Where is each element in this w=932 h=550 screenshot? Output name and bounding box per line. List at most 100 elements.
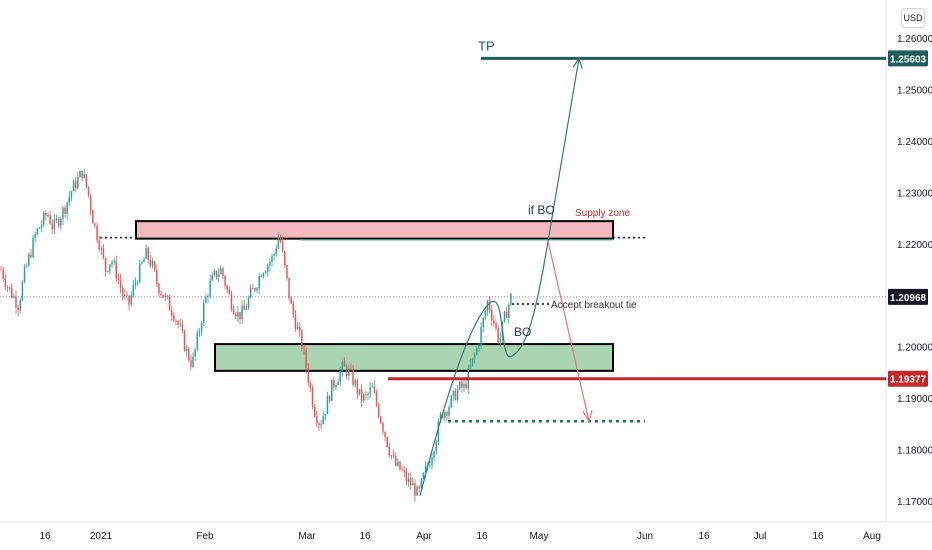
- candle-body: [77, 177, 79, 189]
- candle: [380, 415, 382, 425]
- candle-body: [450, 395, 452, 408]
- candle-body: [92, 210, 94, 224]
- price-tick-label: 1.22000: [897, 240, 932, 251]
- candle: [313, 403, 316, 418]
- candle-body: [298, 326, 301, 331]
- candle: [303, 344, 305, 355]
- candle-body: [173, 315, 175, 321]
- candle-body: [446, 411, 448, 416]
- candle: [188, 346, 190, 363]
- price-tag-bg: [888, 370, 928, 387]
- price-tag[interactable]: 1.19377: [888, 370, 928, 387]
- candle-body: [326, 396, 329, 415]
- candle: [435, 439, 438, 455]
- candle: [64, 205, 66, 218]
- candle: [324, 414, 327, 421]
- candle-body: [452, 390, 455, 396]
- candle: [2, 266, 4, 282]
- price-tag[interactable]: 1.25603: [888, 50, 928, 67]
- candle-body: [102, 248, 105, 258]
- candle: [192, 352, 194, 369]
- candle: [433, 450, 435, 462]
- candle: [377, 402, 380, 419]
- candle: [345, 364, 348, 380]
- candles-layer: [0, 169, 512, 502]
- tp-projection-line[interactable]: [547, 58, 580, 242]
- candle: [505, 306, 508, 319]
- candle: [247, 295, 250, 310]
- candle: [10, 283, 13, 299]
- supply-zone-box[interactable]: [135, 220, 614, 240]
- candle-body: [66, 202, 68, 215]
- currency-badge[interactable]: USD: [901, 8, 925, 28]
- price-tag[interactable]: 1.20968: [888, 288, 928, 305]
- candle: [348, 365, 350, 381]
- candle-body: [106, 271, 109, 272]
- bullish-projection-path[interactable]: [419, 241, 549, 497]
- candle-body: [348, 368, 350, 376]
- candle-body: [147, 247, 150, 260]
- candle: [177, 319, 179, 329]
- candle: [390, 454, 393, 460]
- candle-body: [311, 388, 314, 407]
- candle-body: [51, 223, 54, 230]
- demand-zone-box[interactable]: [214, 343, 614, 372]
- candle-body: [45, 212, 47, 216]
- candle: [488, 296, 491, 314]
- candle-body: [28, 254, 30, 266]
- candle-body: [345, 366, 348, 376]
- candle-body: [245, 308, 248, 310]
- candle: [431, 452, 433, 470]
- candle-body: [490, 309, 493, 321]
- candle-body: [166, 295, 169, 297]
- candle: [0, 266, 2, 271]
- candle-body: [55, 218, 58, 220]
- candle: [49, 210, 51, 225]
- candle-body: [53, 219, 56, 230]
- candle-body: [8, 287, 11, 289]
- candle-body: [343, 361, 346, 367]
- candle: [109, 264, 111, 275]
- candle-body: [318, 423, 320, 426]
- candle: [371, 382, 374, 388]
- candle: [83, 169, 86, 179]
- candle: [473, 352, 476, 364]
- candle-body: [480, 327, 482, 345]
- candle: [281, 237, 284, 253]
- candle-body: [38, 227, 41, 229]
- candle-body: [394, 456, 397, 466]
- candle: [185, 345, 188, 357]
- candle: [19, 297, 22, 314]
- price-axis[interactable]: 1.26000 1.25000 1.24000 1.23000 1.22000 1.200…: [888, 34, 932, 508]
- candle-body: [330, 379, 333, 401]
- candle: [25, 263, 28, 268]
- candle-body: [17, 307, 19, 311]
- candle-body: [266, 265, 269, 272]
- candle-body: [113, 261, 115, 263]
- candle: [94, 222, 96, 229]
- candle-body: [358, 389, 361, 394]
- candle-body: [416, 486, 418, 496]
- candle: [190, 354, 192, 371]
- candle: [497, 324, 499, 345]
- candle: [422, 472, 425, 480]
- candle: [301, 328, 303, 352]
- candle-body: [478, 344, 480, 349]
- candle: [81, 170, 83, 182]
- time-axis[interactable]: 16 2021 Feb Mar 16 Apr 16 May Jun 16 Jul 16 Aug: [39, 531, 880, 542]
- candle: [47, 212, 49, 218]
- time-tick-label: Jun: [637, 531, 653, 542]
- candle-body: [252, 287, 254, 289]
- candle: [4, 273, 7, 291]
- candle: [217, 267, 220, 283]
- candle: [226, 284, 228, 294]
- candle-body: [232, 309, 235, 315]
- time-tick-label: Jul: [754, 531, 767, 542]
- candle-body: [40, 224, 43, 228]
- bearish-projection-line[interactable]: [547, 241, 590, 422]
- candle-body: [96, 225, 98, 241]
- candle: [480, 322, 482, 350]
- candle-body: [461, 381, 463, 388]
- candle: [113, 258, 115, 265]
- candle: [510, 292, 512, 307]
